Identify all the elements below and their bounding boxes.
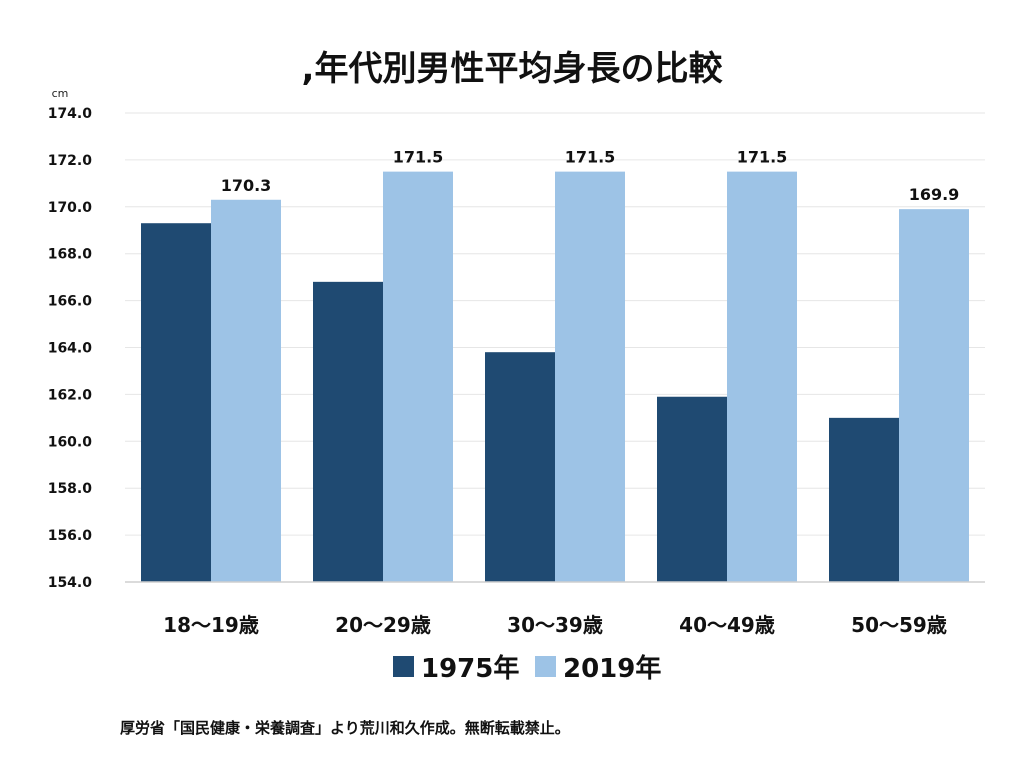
y-tick-label: 168.0 <box>48 247 93 263</box>
x-tick-label: 30〜39歳 <box>507 613 603 637</box>
data-labels: 170.3 171.5 171.5 171.5 169.9 <box>221 148 960 205</box>
bar-series-2 <box>727 171 797 582</box>
x-axis-ticks: 18〜19歳 20〜29歳 30〜39歳 40〜49歳 50〜59歳 <box>163 613 947 637</box>
bar-series-2 <box>211 199 281 582</box>
legend-swatch <box>535 656 556 677</box>
bar-series-1 <box>485 352 555 582</box>
y-tick-label: 158.0 <box>48 481 93 497</box>
data-label: 170.3 <box>221 176 272 195</box>
y-tick-label: 156.0 <box>48 528 93 544</box>
legend-label: 1975年 <box>421 653 519 684</box>
legend: 1975年 2019年 <box>393 653 661 684</box>
y-tick-label: 174.0 <box>48 106 93 122</box>
bar-series-2 <box>383 171 453 582</box>
bar-series-2 <box>555 171 625 582</box>
x-tick-label: 50〜59歳 <box>851 613 947 637</box>
bar-series-1 <box>657 396 727 582</box>
chart-title: ,年代別男性平均身長の比較 <box>302 49 724 89</box>
y-tick-label: 160.0 <box>48 434 93 450</box>
data-label: 171.5 <box>737 148 788 167</box>
bar-series-1 <box>141 223 211 582</box>
y-tick-label: 154.0 <box>48 575 93 591</box>
x-tick-label: 20〜29歳 <box>335 613 431 637</box>
y-tick-label: 172.0 <box>48 153 93 169</box>
legend-label: 2019年 <box>563 653 661 684</box>
data-label: 169.9 <box>909 185 960 204</box>
source-note: 厚労省「国民健康・栄養調査」より荒川和久作成。無断転載禁止。 <box>120 719 570 737</box>
y-tick-label: 164.0 <box>48 341 93 357</box>
y-axis-ticks: 154.0 156.0 158.0 160.0 162.0 164.0 166.0 168.0… <box>48 106 93 591</box>
bar-series-1 <box>829 417 899 582</box>
bar-series-1 <box>313 281 383 582</box>
y-tick-label: 166.0 <box>48 294 93 310</box>
y-tick-label: 162.0 <box>48 387 93 403</box>
y-axis-unit: cm <box>52 87 69 100</box>
legend-swatch <box>393 656 414 677</box>
x-tick-label: 40〜49歳 <box>679 613 775 637</box>
bar-series-2 <box>899 209 969 582</box>
x-tick-label: 18〜19歳 <box>163 613 259 637</box>
y-tick-label: 170.0 <box>48 200 93 216</box>
data-label: 171.5 <box>393 148 444 167</box>
data-label: 171.5 <box>565 148 616 167</box>
bars <box>141 171 969 582</box>
